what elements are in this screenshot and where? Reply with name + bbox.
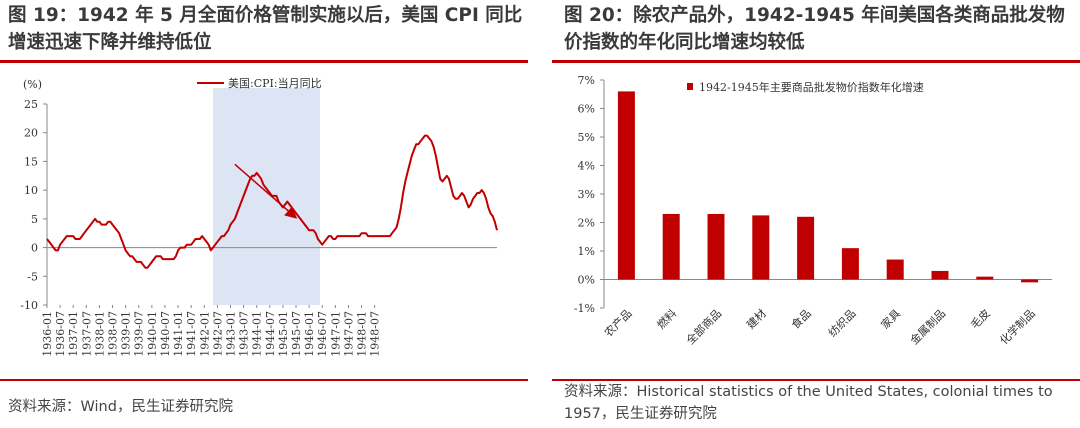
bar: [886, 259, 904, 280]
figure-title: 图 19：1942 年 5 月全面价格管制实施以后，美国 CPI 同比增速迅速下…: [8, 5, 523, 53]
y-unit-label: (%): [23, 78, 42, 91]
y-tick-label: -5: [27, 270, 38, 283]
x-tick-label: 1938-01: [93, 311, 106, 357]
x-tick-label: 1942-01: [198, 311, 211, 357]
y-tick-label: 7%: [578, 74, 595, 87]
x-tick-label: 1944-07: [264, 311, 277, 357]
bar: [662, 213, 680, 280]
bar: [797, 216, 815, 280]
source-note: 资料来源：Historical statistics of the United…: [564, 384, 1053, 422]
x-tick-label: 1947-07: [342, 311, 355, 357]
x-tick-label: 1948-01: [356, 311, 369, 357]
downtrend-arrow: [234, 163, 298, 219]
x-tick-label: 1944-01: [251, 311, 264, 357]
bar: [617, 91, 635, 280]
x-tick-label: 1943-07: [238, 311, 251, 357]
figure-19-panel: 图 19：1942 年 5 月全面价格管制实施以后，美国 CPI 同比增速迅速下…: [0, 0, 528, 428]
y-tick-label: -10: [20, 299, 38, 312]
x-tick-label: 1940-07: [159, 311, 172, 357]
y-tick-label: 0%: [578, 274, 595, 287]
category-label: 家具: [878, 306, 903, 331]
y-tick-label: 2%: [578, 217, 595, 230]
bar: [752, 215, 770, 280]
source-divider: [0, 379, 528, 381]
figure-20-panel: 图 20：除农产品外，1942-1945 年间美国各类商品批发物价指数的年化同比…: [552, 0, 1080, 428]
y-tick-label: 5%: [578, 131, 595, 144]
bar: [976, 276, 994, 280]
x-tick-label: 1943-01: [224, 311, 237, 357]
y-tick-label: 6%: [578, 103, 595, 116]
x-tick-label: 1946-01: [303, 311, 316, 357]
x-tick-label: 1936-01: [41, 311, 54, 357]
bar: [707, 213, 725, 280]
legend-label: 美国:CPI:当月同比: [228, 76, 322, 90]
y-tick-label: 25: [24, 98, 38, 111]
category-label: 金属制品: [907, 306, 948, 347]
category-label: 食品: [788, 306, 813, 331]
category-label: 燃料: [654, 306, 679, 331]
y-tick-label: 5: [31, 213, 38, 226]
y-tick-label: 1%: [578, 245, 595, 258]
x-tick-label: 1939-01: [120, 311, 133, 357]
y-tick-label: 15: [24, 155, 38, 168]
category-label: 纺织品: [825, 306, 858, 339]
y-tick-label: 10: [24, 184, 38, 197]
legend-label: 1942-1945年主要商品批发物价指数年化增速: [699, 80, 924, 94]
bar: [931, 270, 949, 280]
x-tick-label: 1941-01: [172, 311, 185, 357]
x-tick-label: 1945-01: [277, 311, 290, 357]
title-divider: [0, 60, 528, 63]
x-tick-label: 1948-07: [369, 311, 382, 357]
legend-swatch: [687, 83, 693, 90]
x-tick-label: 1941-07: [185, 311, 198, 357]
figure-title: 图 20：除农产品外，1942-1945 年间美国各类商品批发物价指数的年化同比…: [564, 5, 1065, 53]
x-tick-label: 1938-07: [107, 311, 120, 357]
category-label: 化学制品: [997, 306, 1038, 347]
source-note: 资料来源：Wind，民生证券研究院: [8, 399, 233, 415]
x-tick-label: 1947-01: [329, 311, 342, 357]
y-tick-label: 0: [31, 242, 38, 255]
y-tick-label: 20: [24, 127, 38, 140]
x-tick-label: 1942-07: [211, 311, 224, 357]
category-label: 全部商品: [683, 306, 724, 347]
bar: [1021, 279, 1039, 283]
x-tick-label: 1937-07: [80, 311, 93, 357]
wpi-bar-chart: 7% 6% 5% 4% 3% 2% 1% 0% -1% 农产品 燃料 全部商品 建材 食品 纺织品 家具 金属制…: [574, 74, 1052, 347]
x-tick-label: 1946-07: [316, 311, 329, 357]
y-tick-label: -1%: [574, 302, 595, 315]
y-tick-label: 4%: [578, 160, 595, 173]
price-control-period-shade: [213, 88, 321, 305]
x-tick-label: 1940-01: [146, 311, 159, 357]
y-tick-label: 3%: [578, 188, 595, 201]
category-label: 毛皮: [968, 307, 993, 332]
bar: [841, 248, 859, 280]
x-tick-label: 1937-01: [67, 311, 80, 357]
title-divider: [552, 60, 1080, 63]
source-divider: [552, 379, 1080, 381]
category-label: 建材: [743, 306, 768, 331]
x-tick-label: 1939-07: [133, 311, 146, 357]
x-tick-label: 1936-07: [54, 311, 67, 357]
x-tick-label: 1945-07: [290, 311, 303, 357]
category-label: 农产品: [601, 306, 634, 339]
